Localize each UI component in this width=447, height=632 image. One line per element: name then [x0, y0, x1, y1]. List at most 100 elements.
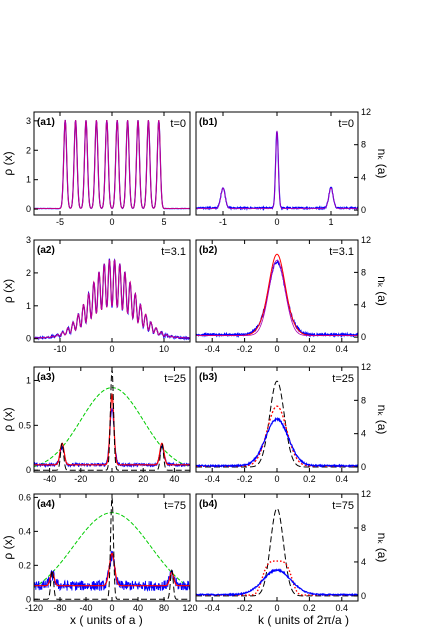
y-tick-label: 0 [26, 334, 31, 344]
y-axis-label-left: ρ (x) [1, 407, 15, 431]
x-tick-label: -1 [219, 217, 227, 227]
y-tick-label: 12 [361, 362, 371, 372]
y-axis-label-right: nₖ (a) [375, 149, 389, 179]
curves-a2 [34, 258, 190, 341]
y-tick-label: 12 [361, 235, 371, 245]
series-line-b2-1 [196, 253, 358, 337]
y-axis-label-right: nₖ (a) [375, 276, 389, 306]
panel-a4: -120 -80 -40 0 40 80 120 0 0.2 0.4 0.6 (a4) t=75 ρ (x… [1, 492, 198, 613]
time-label-b4: t=75 [332, 500, 354, 512]
y-tick-label: 4 [361, 557, 366, 567]
y-tick-label: 0 [26, 594, 31, 604]
series-line-b2-0 [196, 259, 358, 339]
x-tick-label: 0.2 [303, 344, 316, 354]
time-label-b3: t=25 [332, 373, 354, 385]
y-tick-label: 0.2 [18, 560, 31, 570]
x-tick-label: -0.2 [237, 344, 253, 354]
y-tick-label: 1 [26, 301, 31, 311]
y-tick-label: 8 [361, 523, 366, 533]
panel-b3: -0.4 -0.2 0 0.2 0.4 0 4 8 12 (b3) t=25 nₖ (a) [195, 362, 389, 484]
y-tick-label: 1 [26, 175, 31, 185]
y-axis-label-left: ρ (x) [1, 535, 15, 559]
x-tick-label: -40 [79, 603, 92, 613]
y-axis-label-left: ρ (x) [1, 279, 15, 303]
x-tick-label: 20 [138, 474, 148, 484]
x-tick-label: -0.2 [237, 474, 253, 484]
series-line-a4-2 [34, 552, 190, 587]
y-tick-label: 12 [361, 107, 371, 117]
y-tick-label: 3 [26, 235, 31, 245]
y-tick-label: 1 [26, 375, 31, 385]
y-tick-label: 0 [361, 332, 366, 342]
time-label-a1: t=0 [170, 118, 186, 130]
panel-label-a2: (a2) [37, 245, 55, 256]
x-tick-label: -120 [25, 603, 43, 613]
curves-b4 [196, 507, 358, 597]
panel-b4: -0.4 -0.2 0 0.2 0.4 0 4 8 12 (b4) t=75 nₖ (a) [195, 489, 389, 613]
series-line-a3-2 [34, 392, 190, 466]
x-tick-label: 0 [274, 474, 279, 484]
series-line-b3-2 [196, 416, 358, 469]
y-tick-label: 4 [361, 300, 366, 310]
series-line-b1-1 [196, 130, 358, 209]
y-tick-label: 12 [361, 489, 371, 499]
series-line-a1-2 [34, 120, 190, 209]
x-tick-label: -40 [43, 474, 56, 484]
x-tick-label: -80 [53, 603, 66, 613]
x-tick-label: 120 [182, 603, 197, 613]
x-tick-label: -10 [53, 344, 66, 354]
y-tick-label: 0 [361, 462, 366, 472]
y-axis-label-left: ρ (x) [1, 151, 15, 175]
panel-label-a3: (a3) [37, 372, 55, 383]
panel-b1: -1 0 1 0 4 8 12 (b1) t=0 nₖ (a) [195, 107, 389, 227]
time-label-a4: t=75 [164, 500, 186, 512]
y-tick-label: 2 [26, 268, 31, 278]
y-tick-label: 0.6 [18, 492, 31, 502]
x-tick-label: 40 [169, 474, 179, 484]
y-tick-label: 8 [361, 140, 366, 150]
series-line-a4-1 [34, 550, 190, 592]
time-label-b1: t=0 [338, 118, 354, 130]
x-tick-label: -0.2 [237, 603, 253, 613]
x-tick-label: -0.4 [204, 344, 220, 354]
series-line-a3-1 [34, 407, 190, 469]
series-line-a3-0 [34, 387, 190, 468]
x-tick-label: 0 [274, 344, 279, 354]
x-tick-label: -20 [74, 474, 87, 484]
x-tick-label: 0.4 [336, 344, 349, 354]
x-tick-label: 0.2 [303, 603, 316, 613]
panel-label-a4: (a4) [37, 499, 55, 510]
panel-label-b4: (b4) [199, 499, 217, 510]
series-line-b2-2 [196, 259, 358, 336]
series-line-b3-1 [196, 405, 358, 467]
panel-label-b1: (b1) [199, 117, 217, 128]
x-tick-label: 0 [109, 217, 114, 227]
curves-a1 [34, 119, 190, 210]
series-line-b3-0 [196, 380, 358, 468]
curves-a4 [34, 497, 190, 600]
y-tick-label: 8 [361, 395, 366, 405]
x-tick-label: -0.4 [204, 474, 220, 484]
x-tick-label: 80 [159, 603, 169, 613]
x-tick-label: 0 [274, 217, 279, 227]
series-line-b4-0 [196, 507, 358, 597]
x-tick-label: 0 [109, 344, 114, 354]
series-line-a2-2 [34, 259, 190, 339]
curves-b1 [196, 130, 358, 212]
series-line-b4-2 [196, 568, 358, 597]
y-axis-label-right: nₖ (a) [375, 405, 389, 435]
panel-label-b2: (b2) [199, 245, 217, 256]
x-tick-label: -5 [56, 217, 64, 227]
panel-a1: -5 0 5 0 1 2 3 (a1) t=0 ρ (x) [1, 111, 191, 227]
panel-b2: -0.4 -0.2 0 0.2 0.4 0 4 8 12 (b2) t=3.1 nₖ (a) [195, 235, 389, 354]
time-label-a2: t=3.1 [161, 246, 186, 258]
y-tick-label: 4 [361, 172, 366, 182]
series-line-a4-0 [34, 512, 190, 589]
series-line-a2-1 [34, 259, 190, 339]
curves-b2 [196, 253, 358, 339]
y-tick-label: 8 [361, 267, 366, 277]
x-tick-label: 5 [161, 217, 166, 227]
x-axis-label-left: x ( units of a ) [70, 613, 143, 627]
y-tick-label: 0 [26, 204, 31, 214]
